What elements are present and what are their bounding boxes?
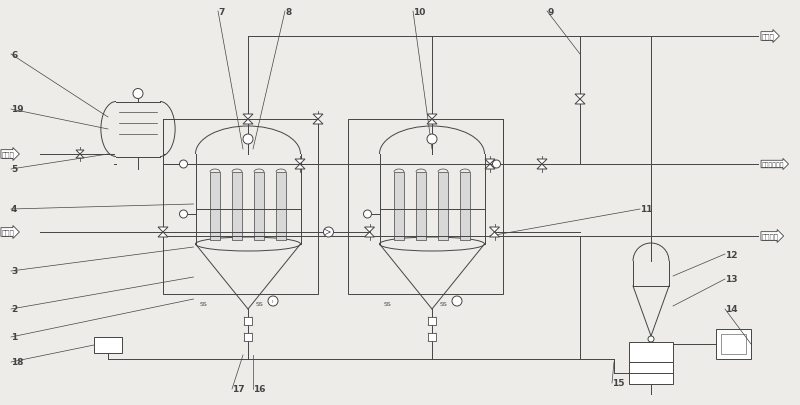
Polygon shape <box>295 164 305 170</box>
Polygon shape <box>427 120 437 125</box>
Text: 1: 1 <box>11 333 18 342</box>
Bar <box>232 173 242 241</box>
Text: 11: 11 <box>640 205 653 214</box>
Text: 10: 10 <box>413 7 426 17</box>
Text: 2: 2 <box>11 305 18 314</box>
Polygon shape <box>313 120 323 125</box>
Text: 废气进: 废气进 <box>2 229 14 236</box>
Polygon shape <box>537 160 547 164</box>
Bar <box>428 333 436 341</box>
Polygon shape <box>485 164 495 170</box>
Text: 5: 5 <box>11 165 18 174</box>
Text: 15: 15 <box>612 379 625 388</box>
Text: 18: 18 <box>11 358 23 367</box>
Text: 循环冷却水出: 循环冷却水出 <box>762 162 785 167</box>
Polygon shape <box>537 164 547 170</box>
Circle shape <box>493 161 501 168</box>
Text: 12: 12 <box>725 250 738 259</box>
Bar <box>721 334 746 354</box>
Text: II: II <box>272 299 274 303</box>
Polygon shape <box>490 232 499 237</box>
Bar <box>460 173 470 241</box>
Text: 6: 6 <box>11 50 18 60</box>
Bar <box>438 173 448 241</box>
Polygon shape <box>158 228 168 232</box>
Text: 17: 17 <box>232 385 245 394</box>
Circle shape <box>179 161 187 168</box>
Polygon shape <box>313 115 323 120</box>
Text: 7: 7 <box>218 7 224 17</box>
Text: 4: 4 <box>11 205 18 214</box>
Text: 3: 3 <box>11 267 18 276</box>
Bar <box>254 173 264 241</box>
Text: 13: 13 <box>725 275 738 284</box>
Bar <box>276 173 286 241</box>
Text: 净化气: 净化气 <box>762 34 774 40</box>
Bar <box>428 317 436 325</box>
Polygon shape <box>365 228 374 232</box>
Bar <box>394 173 404 241</box>
Polygon shape <box>243 120 253 125</box>
Circle shape <box>427 135 437 145</box>
Bar <box>629 342 673 362</box>
Polygon shape <box>490 228 499 232</box>
Circle shape <box>243 135 253 145</box>
Circle shape <box>648 336 654 342</box>
Polygon shape <box>158 232 168 237</box>
Text: 19: 19 <box>11 105 24 114</box>
Bar <box>244 333 252 341</box>
Text: SS: SS <box>383 302 391 307</box>
Text: 循环水出: 循环水出 <box>762 233 779 240</box>
Bar <box>94 337 122 353</box>
Polygon shape <box>485 160 495 164</box>
Text: 8: 8 <box>285 7 291 17</box>
Bar <box>416 173 426 241</box>
Circle shape <box>452 296 462 306</box>
Circle shape <box>133 89 143 99</box>
Bar <box>348 120 503 294</box>
Text: SS: SS <box>199 302 207 307</box>
Bar <box>716 329 751 359</box>
Text: 14: 14 <box>725 305 738 314</box>
Polygon shape <box>575 100 585 105</box>
Text: 16: 16 <box>253 385 266 394</box>
Polygon shape <box>295 160 305 164</box>
Circle shape <box>363 211 371 218</box>
Text: 9: 9 <box>547 7 554 17</box>
Text: SS: SS <box>440 302 448 307</box>
Circle shape <box>179 211 187 218</box>
Circle shape <box>323 228 334 237</box>
Polygon shape <box>427 115 437 120</box>
Polygon shape <box>76 151 84 155</box>
Circle shape <box>268 296 278 306</box>
Polygon shape <box>76 155 84 159</box>
Polygon shape <box>575 95 585 100</box>
Bar <box>244 317 252 325</box>
Bar <box>210 173 220 241</box>
Text: 碱液进: 碱液进 <box>2 151 14 158</box>
Text: SS: SS <box>256 302 264 307</box>
Bar <box>163 120 318 294</box>
Bar <box>629 362 673 384</box>
Polygon shape <box>243 115 253 120</box>
Polygon shape <box>365 232 374 237</box>
